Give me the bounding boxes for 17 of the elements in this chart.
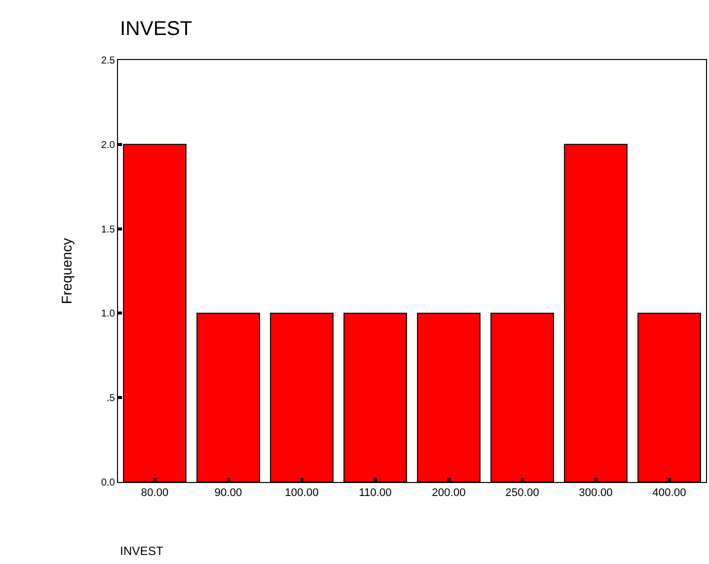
x-tick-label: 300.00 — [578, 487, 613, 500]
y-tick-label: 2.0 — [101, 140, 116, 151]
x-tick-label: 250.00 — [505, 487, 540, 500]
x-tick-label: 80.00 — [140, 487, 169, 500]
x-tick-label: 400.00 — [652, 487, 686, 500]
x-tick-label: 200.00 — [432, 487, 466, 500]
x-axis-title: INVEST — [120, 544, 164, 558]
chart-title: INVEST — [120, 18, 192, 40]
x-tick-label: 100.00 — [284, 487, 319, 500]
x-tick-label: 110.00 — [358, 487, 392, 500]
y-tick-label: 0.0 — [101, 478, 116, 488]
x-tick-label: 90.00 — [214, 487, 242, 500]
y-tick-label: .5 — [106, 393, 116, 404]
y-tick-label: 2.5 — [101, 56, 116, 66]
y-axis-title: Frequency — [58, 238, 75, 304]
y-tick-label: 1.5 — [101, 224, 116, 236]
y-tick-label: 1.0 — [101, 308, 116, 320]
